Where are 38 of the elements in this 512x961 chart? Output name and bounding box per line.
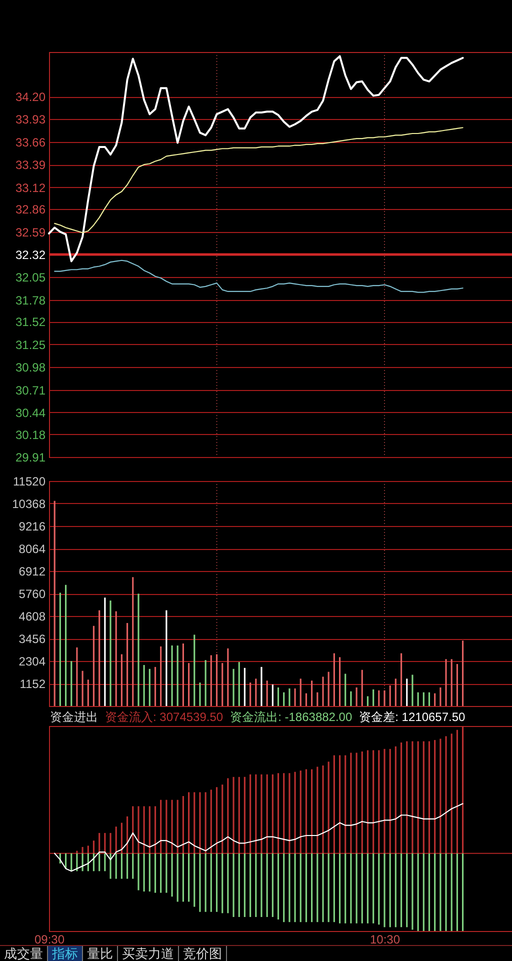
text: 资金差: 1210657.50 xyxy=(359,710,466,724)
y-tick-label: 33.93 xyxy=(15,112,46,127)
text: 量比 xyxy=(83,946,118,961)
text: 成交量 xyxy=(0,946,48,961)
y-tick-label: 33.39 xyxy=(15,158,46,172)
text: 指标 xyxy=(48,946,83,961)
y-tick-label: 33.66 xyxy=(15,135,46,150)
y-tick-label: 1152 xyxy=(20,677,46,691)
y-tick-label: 5760 xyxy=(18,587,46,601)
y-tick-label: 31.78 xyxy=(15,293,46,308)
x-tick-label: 09:30 xyxy=(34,932,65,946)
chart-title: 资金进出 xyxy=(50,710,98,724)
y-tick-label: 6912 xyxy=(18,564,46,578)
y-tick-label: 4608 xyxy=(18,610,46,624)
y-tick-label: 30.44 xyxy=(15,406,46,420)
y-tick-label: 30.18 xyxy=(15,428,46,442)
y-tick-label: 32.86 xyxy=(15,202,46,217)
y-tick-label: 34.20 xyxy=(15,90,46,104)
x-tick-label: 10:30 xyxy=(370,932,400,946)
y-tick-label: 3456 xyxy=(18,632,46,646)
y-tick-label: 29.91 xyxy=(15,450,46,464)
text: 买卖力道 xyxy=(118,946,179,961)
y-tick-label: 32.32 xyxy=(15,248,46,262)
y-tick-label: 31.25 xyxy=(15,338,46,352)
y-tick-label: 11520 xyxy=(13,474,46,488)
y-tick-label: 30.71 xyxy=(15,383,46,398)
text: 资金流入: 3074539.50 xyxy=(105,710,224,724)
y-tick-label: 10368 xyxy=(12,497,46,511)
y-tick-label: 2304 xyxy=(18,654,46,668)
y-tick-label: 32.59 xyxy=(15,225,46,240)
y-tick-label: 33.12 xyxy=(15,180,46,195)
y-tick-label: 8064 xyxy=(18,542,46,556)
y-tick-label: 9216 xyxy=(18,520,46,534)
y-tick-label: 32.05 xyxy=(15,270,46,285)
y-tick-label: 31.52 xyxy=(15,315,46,330)
text: 竞价图 xyxy=(179,946,227,961)
text: 资金流出: -1863882.00 xyxy=(230,710,352,724)
y-tick-label: 30.98 xyxy=(15,360,46,375)
